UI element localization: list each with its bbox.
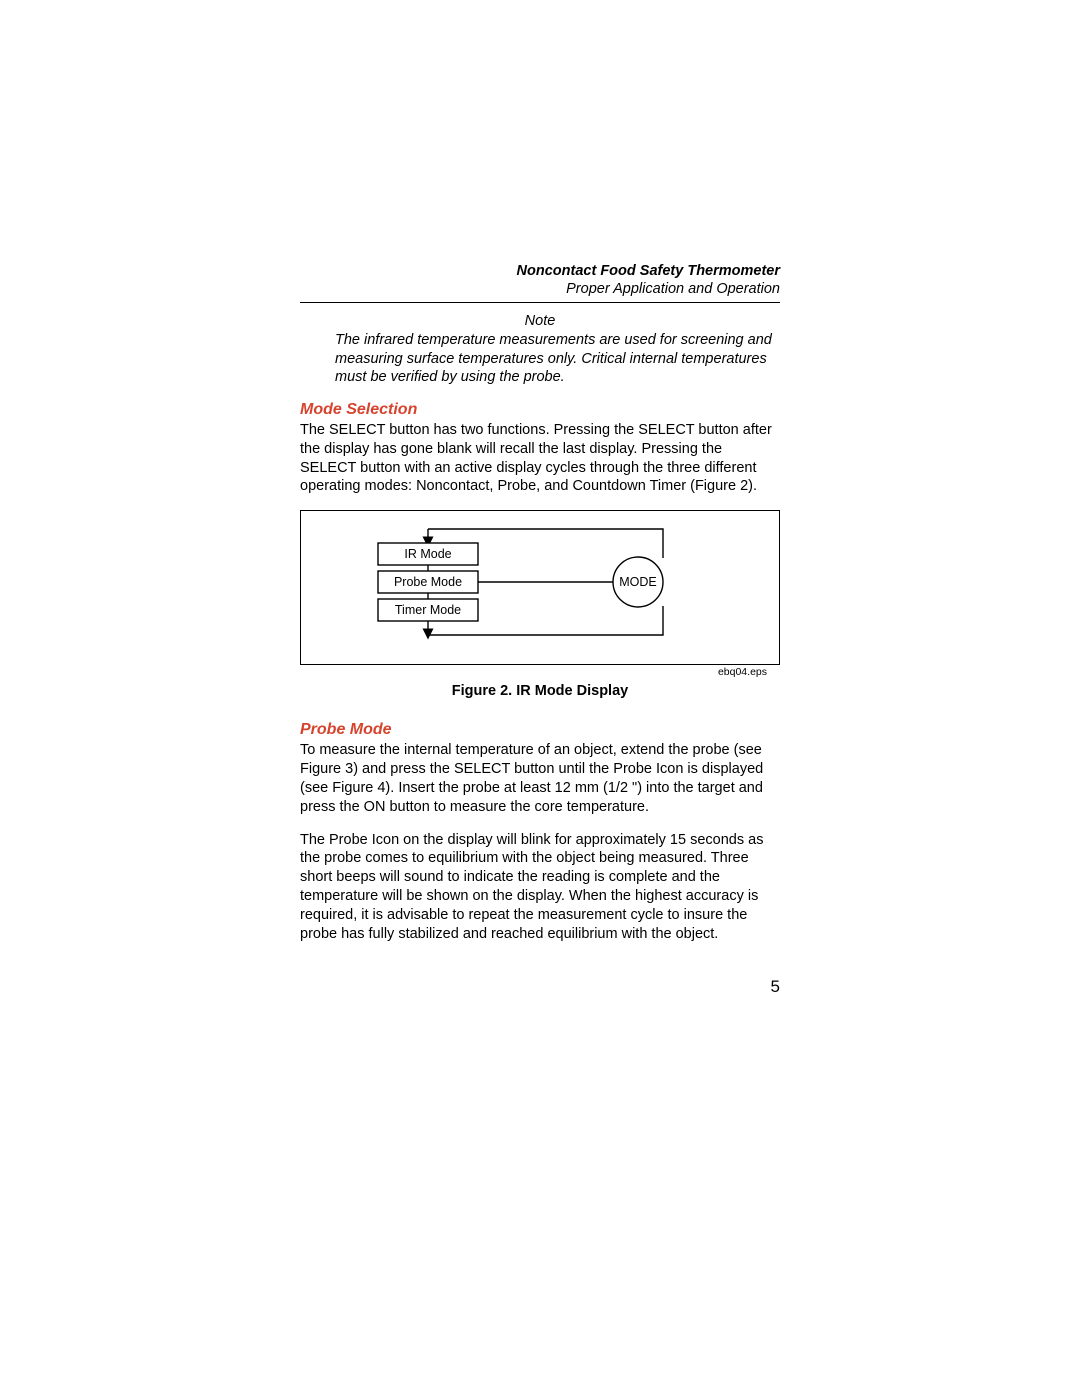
figure-2-diagram: IR Mode Probe Mode Timer Mode MODE xyxy=(313,521,753,651)
page-number: 5 xyxy=(771,977,780,997)
svg-text:Timer Mode: Timer Mode xyxy=(395,603,461,617)
note-body: The infrared temperature measurements ar… xyxy=(335,331,780,387)
probe-mode-para-1: To measure the internal temperature of a… xyxy=(300,741,780,816)
figure-2-frame: IR ModeProbe ModeTimer ModeMODE ebq04.ep… xyxy=(300,510,780,665)
mode-selection-paragraph: The SELECT button has two functions. Pre… xyxy=(300,421,780,496)
probe-mode-para-2: The Probe Icon on the display will blink… xyxy=(300,831,780,944)
svg-text:MODE: MODE xyxy=(619,575,657,589)
figure-2-caption: Figure 2. IR Mode Display xyxy=(300,683,780,699)
doc-title: Noncontact Food Safety Thermometer xyxy=(300,262,780,280)
heading-probe-mode: Probe Mode xyxy=(300,721,780,739)
heading-mode-selection: Mode Selection xyxy=(300,401,780,419)
manual-page: Noncontact Food Safety Thermometer Prope… xyxy=(0,0,1080,1397)
figure-2-eps-label: ebq04.eps xyxy=(718,666,767,678)
svg-text:IR Mode: IR Mode xyxy=(404,547,451,561)
doc-section-name: Proper Application and Operation xyxy=(300,280,780,298)
running-header: Noncontact Food Safety Thermometer Prope… xyxy=(300,262,780,298)
header-rule xyxy=(300,302,780,303)
note-label: Note xyxy=(300,313,780,329)
svg-text:Probe Mode: Probe Mode xyxy=(394,575,462,589)
